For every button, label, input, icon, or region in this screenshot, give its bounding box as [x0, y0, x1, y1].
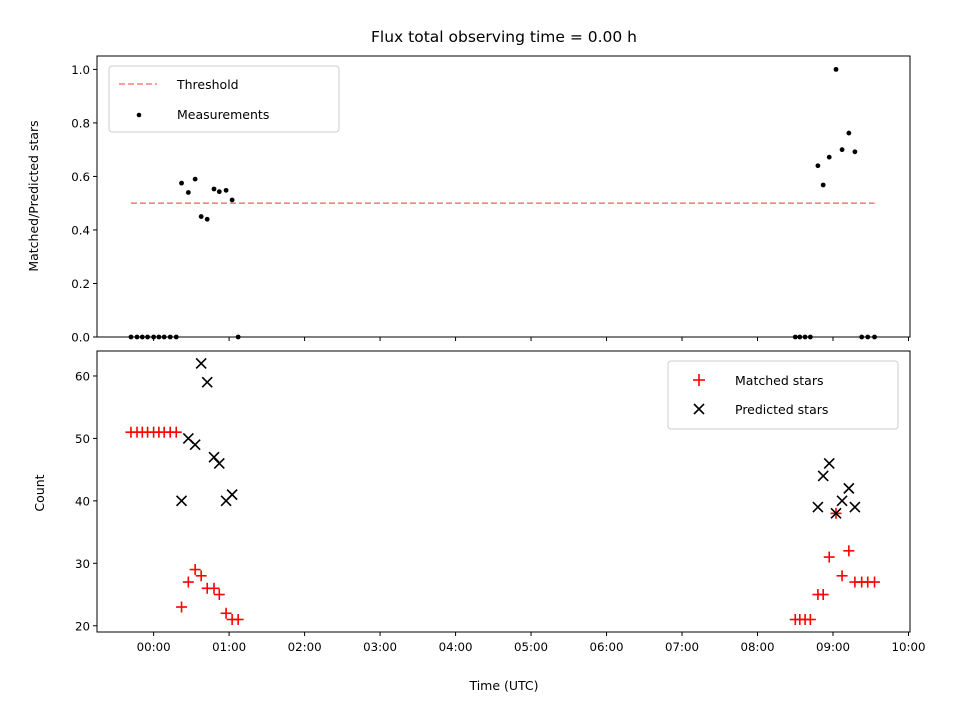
- predicted-star-point: [189, 439, 201, 451]
- predicted-star-point: [195, 357, 207, 370]
- bottom-axes: 20 30 40 50 60 00:00 01:00 02:00 03:00 04:00 05:00…: [32, 350, 925, 693]
- measurement-point: [846, 130, 852, 136]
- matched-star-point: [170, 426, 182, 438]
- measurement-point: [204, 216, 210, 222]
- x-tick-label: 08:00: [741, 640, 775, 654]
- predicted-star-point: [843, 482, 855, 494]
- measurement-point: [192, 176, 198, 182]
- predicted-star-point: [213, 457, 225, 469]
- top-y-tick-label: 0.2: [71, 277, 90, 291]
- measurement-point: [833, 66, 839, 72]
- top-y-tick-label: 0.0: [71, 331, 90, 345]
- predicted-star-point: [849, 501, 861, 513]
- top-y-tick-label: 0.8: [71, 116, 90, 130]
- measurements-legend-label: Measurements: [177, 107, 269, 122]
- matched-star-point: [182, 576, 194, 588]
- bottom-y-tick-label: 40: [75, 494, 90, 508]
- matched-star-point: [220, 607, 232, 619]
- x-tick-label: 02:00: [288, 640, 322, 654]
- matched-star-point: [195, 570, 207, 582]
- top-y-tick-label: 0.6: [71, 170, 90, 184]
- figure-title: Flux total observing time = 0.00 h: [371, 28, 637, 46]
- predicted-star-point: [817, 470, 829, 482]
- x-tick-label: 01:00: [212, 640, 246, 654]
- matched-star-point: [208, 582, 220, 594]
- bottom-axes-frame: [96, 350, 911, 633]
- measurement-point: [852, 149, 858, 155]
- matched-star-point: [843, 545, 855, 557]
- bottom-y-tick-label: 30: [75, 557, 90, 571]
- top-y-axis-label: Matched/Predicted stars: [26, 120, 41, 271]
- measurement-point: [826, 154, 832, 160]
- matched-star-point: [836, 570, 848, 582]
- top-legend: Threshold Measurements: [108, 65, 340, 133]
- x-axis-label: Time (UTC): [468, 678, 538, 693]
- top-axes: 0.0 0.2 0.4 0.6 0.8 1.0 Matched/Predicted sta…: [26, 55, 911, 345]
- matched-star-point: [817, 589, 829, 601]
- bottom-y-axis-label: Count: [32, 474, 47, 511]
- predicted-stars-legend-handle: [693, 403, 705, 415]
- matched-stars-legend-handle: [693, 374, 705, 386]
- x-tick-label: 10:00: [891, 640, 925, 654]
- matched-stars-legend-label: Matched stars: [735, 373, 823, 388]
- measurement-point: [198, 214, 204, 219]
- predicted-star-point: [836, 495, 848, 507]
- matched-star-point: [189, 564, 201, 576]
- matched-star-point: [176, 601, 188, 613]
- matched-star-point: [823, 551, 835, 563]
- measurement-point: [216, 189, 222, 195]
- x-tick-label: 05:00: [514, 640, 548, 654]
- measurements-legend-handle: [136, 112, 142, 118]
- bottom-y-tick-label: 60: [75, 369, 90, 383]
- x-tick-label: 07:00: [665, 640, 699, 654]
- matched-star-point: [869, 576, 881, 588]
- top-axes-frame: [96, 55, 911, 338]
- measurement-point: [185, 190, 191, 195]
- top-y-tick-label: 1.0: [71, 63, 90, 77]
- measurement-point: [815, 163, 821, 169]
- x-tick-label: 00:00: [137, 640, 171, 654]
- matched-star-point: [232, 614, 244, 626]
- bottom-y-tick-label: 50: [75, 432, 90, 446]
- measurement-point: [229, 197, 235, 203]
- predicted-star-point: [823, 457, 835, 469]
- x-tick-label: 09:00: [816, 640, 850, 654]
- predicted-star-point: [175, 495, 188, 507]
- x-tick-label: 04:00: [439, 640, 473, 654]
- threshold-legend-label: Threshold: [176, 77, 239, 92]
- predicted-stars-legend-label: Predicted stars: [735, 402, 828, 417]
- x-tick-label: 06:00: [590, 640, 624, 654]
- predicted-star-point: [812, 501, 824, 513]
- measurement-point: [839, 147, 845, 153]
- measurement-point: [179, 180, 184, 186]
- matched-star-point: [804, 614, 816, 626]
- bottom-legend: Matched stars Predicted stars: [667, 360, 899, 430]
- measurement-point: [211, 186, 217, 192]
- predicted-star-point: [201, 376, 213, 388]
- matched-star-point: [213, 589, 225, 601]
- measurement-point: [820, 182, 826, 188]
- bottom-legend-box: [667, 360, 899, 430]
- predicted-star-point: [830, 507, 842, 519]
- predicted-star-point: [226, 489, 238, 501]
- bottom-y-tick-label: 20: [75, 619, 90, 633]
- measurement-point: [223, 187, 229, 193]
- top-legend-box: [108, 65, 340, 133]
- top-y-tick-label: 0.4: [71, 223, 90, 237]
- x-tick-label: 03:00: [363, 640, 397, 654]
